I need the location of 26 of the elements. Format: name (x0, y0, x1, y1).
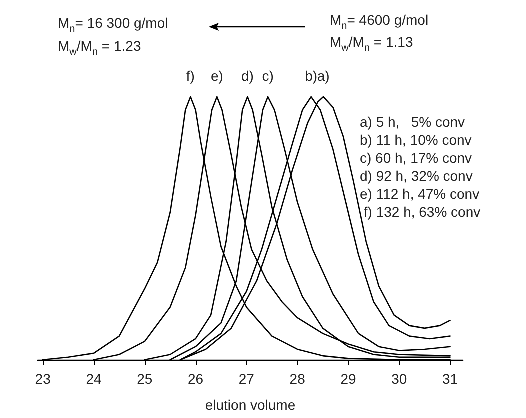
x-tick-label: 24 (86, 371, 102, 387)
annotation: a) 5 h, 5% conv (360, 114, 466, 130)
series-label: f) (186, 68, 195, 84)
series-label: c) (262, 68, 274, 84)
x-tick-label: 28 (290, 371, 306, 387)
x-tick-label: 29 (340, 371, 356, 387)
text: M$_{n}$= 4600 g/mol (330, 12, 429, 32)
x-tick-label: 31 (442, 371, 458, 387)
text: M$_{w}$/M$_{n}$ = 1.13 (330, 34, 414, 54)
annotation: e) 112 h, 47% conv (360, 186, 480, 202)
text: M$_{w}$/M$_{n}$ = 1.23 (58, 38, 142, 58)
text: M$_{n}$= 16 300 g/mol (58, 15, 168, 35)
x-tick-label: 25 (137, 371, 153, 387)
x-tick-label: 26 (188, 371, 204, 387)
series-label: d) (241, 68, 254, 84)
series-label: a) (317, 68, 330, 84)
x-axis-title: elution volume (205, 397, 296, 413)
series-label: e) (210, 68, 224, 84)
annotation: c) 60 h, 17% conv (360, 150, 472, 166)
annotation: f) 132 h, 63% conv (362, 204, 481, 220)
annotation: b) 11 h, 10% conv (360, 132, 472, 148)
series-label: b) (305, 68, 318, 84)
x-tick-label: 23 (35, 371, 52, 387)
x-tick-label: 30 (392, 371, 408, 387)
annotation: d) 92 h, 32% conv (360, 168, 473, 184)
x-tick-label: 27 (238, 371, 255, 387)
